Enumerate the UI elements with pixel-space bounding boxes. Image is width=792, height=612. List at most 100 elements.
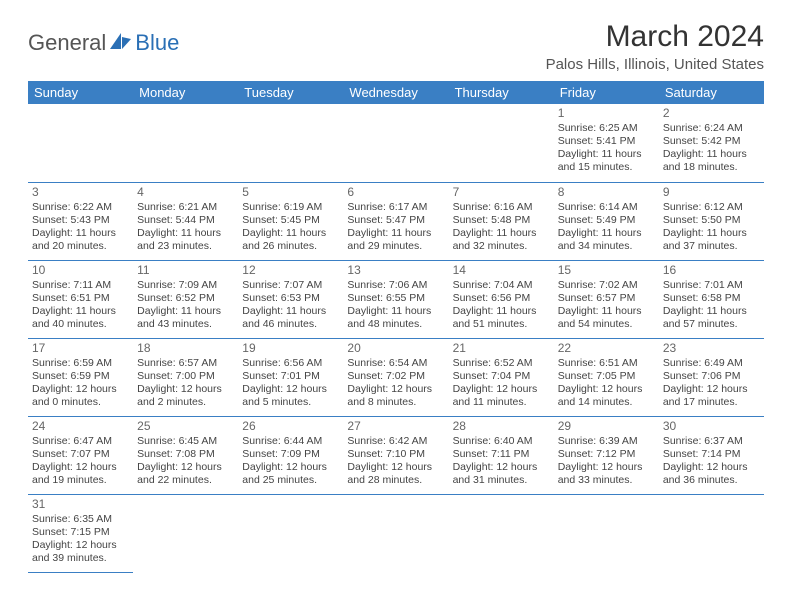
sunset-text: Sunset: 7:02 PM (347, 370, 444, 383)
logo-text-general: General (28, 30, 106, 56)
calendar-week-row: 3Sunrise: 6:22 AMSunset: 5:43 PMDaylight… (28, 182, 764, 260)
sunset-text: Sunset: 5:42 PM (663, 135, 760, 148)
sunset-text: Sunset: 6:58 PM (663, 292, 760, 305)
calendar-day-cell (449, 494, 554, 572)
sunrise-text: Sunrise: 7:02 AM (558, 279, 655, 292)
sunrise-text: Sunrise: 6:37 AM (663, 435, 760, 448)
sunrise-text: Sunrise: 7:01 AM (663, 279, 760, 292)
sunrise-text: Sunrise: 6:59 AM (32, 357, 129, 370)
sunset-text: Sunset: 7:09 PM (242, 448, 339, 461)
dayname-header: Monday (133, 81, 238, 104)
calendar-day-cell: 22Sunrise: 6:51 AMSunset: 7:05 PMDayligh… (554, 338, 659, 416)
sunrise-text: Sunrise: 6:35 AM (32, 513, 129, 526)
day-number: 29 (558, 419, 655, 434)
calendar-day-cell: 30Sunrise: 6:37 AMSunset: 7:14 PMDayligh… (659, 416, 764, 494)
daylight-text: Daylight: 11 hours and 20 minutes. (32, 227, 129, 253)
calendar-week-row: 17Sunrise: 6:59 AMSunset: 6:59 PM Dayligh… (28, 338, 764, 416)
calendar-day-cell: 31Sunrise: 6:35 AMSunset: 7:15 PMDayligh… (28, 494, 133, 572)
daylight-text: Daylight: 12 hours and 28 minutes. (347, 461, 444, 487)
sunrise-text: Sunrise: 6:51 AM (558, 357, 655, 370)
sunset-text: Sunset: 7:12 PM (558, 448, 655, 461)
daylight-text: Daylight: 12 hours and 19 minutes. (32, 461, 129, 487)
daylight-text: Daylight: 12 hours and 5 minutes. (242, 383, 339, 409)
calendar-day-cell: 9Sunrise: 6:12 AMSunset: 5:50 PMDaylight… (659, 182, 764, 260)
day-number: 30 (663, 419, 760, 434)
daylight-text: Daylight: 12 hours and 39 minutes. (32, 539, 129, 565)
sunset-text: Sunset: 7:06 PM (663, 370, 760, 383)
dayname-header: Wednesday (343, 81, 448, 104)
daylight-text: Daylight: 11 hours and 57 minutes. (663, 305, 760, 331)
sunrise-text: Sunrise: 6:19 AM (242, 201, 339, 214)
calendar-day-cell: 16Sunrise: 7:01 AMSunset: 6:58 PMDayligh… (659, 260, 764, 338)
location-text: Palos Hills, Illinois, United States (546, 56, 764, 73)
daylight-text: Daylight: 11 hours and 46 minutes. (242, 305, 339, 331)
sunrise-text: Sunrise: 6:25 AM (558, 122, 655, 135)
day-number: 18 (137, 341, 234, 356)
sunset-text: Sunset: 6:55 PM (347, 292, 444, 305)
sunrise-text: Sunrise: 6:47 AM (32, 435, 129, 448)
daylight-text: Daylight: 11 hours and 54 minutes. (558, 305, 655, 331)
calendar-header-row: SundayMondayTuesdayWednesdayThursdayFrid… (28, 81, 764, 104)
calendar-day-cell (449, 104, 554, 182)
sunrise-text: Sunrise: 6:44 AM (242, 435, 339, 448)
logo-text-blue: Blue (135, 30, 179, 56)
day-number: 2 (663, 106, 760, 121)
daylight-text: Daylight: 12 hours and 33 minutes. (558, 461, 655, 487)
calendar-day-cell: 14Sunrise: 7:04 AMSunset: 6:56 PMDayligh… (449, 260, 554, 338)
daylight-text: Daylight: 11 hours and 18 minutes. (663, 148, 760, 174)
sunrise-text: Sunrise: 6:40 AM (453, 435, 550, 448)
sunrise-text: Sunrise: 6:39 AM (558, 435, 655, 448)
day-number: 14 (453, 263, 550, 278)
calendar-day-cell (343, 494, 448, 572)
sunrise-text: Sunrise: 6:24 AM (663, 122, 760, 135)
sunset-text: Sunset: 5:44 PM (137, 214, 234, 227)
daylight-text: Daylight: 12 hours and 25 minutes. (242, 461, 339, 487)
calendar-day-cell: 18Sunrise: 6:57 AMSunset: 7:00 PMDayligh… (133, 338, 238, 416)
sunset-text: Sunset: 7:15 PM (32, 526, 129, 539)
sunset-text: Sunset: 5:48 PM (453, 214, 550, 227)
calendar-day-cell: 15Sunrise: 7:02 AMSunset: 6:57 PMDayligh… (554, 260, 659, 338)
sunset-text: Sunset: 6:59 PM (32, 370, 129, 383)
sunrise-text: Sunrise: 6:12 AM (663, 201, 760, 214)
sunset-text: Sunset: 7:01 PM (242, 370, 339, 383)
daylight-text: Daylight: 11 hours and 15 minutes. (558, 148, 655, 174)
day-number: 12 (242, 263, 339, 278)
daylight-text: Daylight: 11 hours and 40 minutes. (32, 305, 129, 331)
sunrise-text: Sunrise: 6:22 AM (32, 201, 129, 214)
sunrise-text: Sunrise: 6:16 AM (453, 201, 550, 214)
calendar-day-cell: 19Sunrise: 6:56 AMSunset: 7:01 PMDayligh… (238, 338, 343, 416)
calendar-day-cell (28, 104, 133, 182)
calendar-day-cell: 23Sunrise: 6:49 AMSunset: 7:06 PMDayligh… (659, 338, 764, 416)
calendar-day-cell: 28Sunrise: 6:40 AMSunset: 7:11 PMDayligh… (449, 416, 554, 494)
sunrise-text: Sunrise: 6:54 AM (347, 357, 444, 370)
calendar-day-cell: 11Sunrise: 7:09 AMSunset: 6:52 PMDayligh… (133, 260, 238, 338)
daylight-text: Daylight: 11 hours and 48 minutes. (347, 305, 444, 331)
day-number: 3 (32, 185, 129, 200)
calendar-day-cell: 29Sunrise: 6:39 AMSunset: 7:12 PMDayligh… (554, 416, 659, 494)
daylight-text: Daylight: 11 hours and 43 minutes. (137, 305, 234, 331)
daylight-text: Daylight: 11 hours and 29 minutes. (347, 227, 444, 253)
daylight-text: Daylight: 11 hours and 34 minutes. (558, 227, 655, 253)
day-number: 4 (137, 185, 234, 200)
daylight-text: Daylight: 11 hours and 23 minutes. (137, 227, 234, 253)
sunset-text: Sunset: 5:49 PM (558, 214, 655, 227)
day-number: 26 (242, 419, 339, 434)
sunset-text: Sunset: 6:52 PM (137, 292, 234, 305)
daylight-text: Daylight: 11 hours and 51 minutes. (453, 305, 550, 331)
sunrise-text: Sunrise: 7:07 AM (242, 279, 339, 292)
calendar-day-cell: 8Sunrise: 6:14 AMSunset: 5:49 PMDaylight… (554, 182, 659, 260)
day-number: 28 (453, 419, 550, 434)
sunrise-text: Sunrise: 6:45 AM (137, 435, 234, 448)
daylight-text: Daylight: 12 hours and 36 minutes. (663, 461, 760, 487)
day-number: 19 (242, 341, 339, 356)
day-number: 17 (32, 341, 129, 356)
sunset-text: Sunset: 7:00 PM (137, 370, 234, 383)
sunrise-text: Sunrise: 6:42 AM (347, 435, 444, 448)
day-number: 22 (558, 341, 655, 356)
calendar-day-cell: 26Sunrise: 6:44 AMSunset: 7:09 PMDayligh… (238, 416, 343, 494)
calendar-day-cell: 24Sunrise: 6:47 AMSunset: 7:07 PMDayligh… (28, 416, 133, 494)
sunset-text: Sunset: 5:45 PM (242, 214, 339, 227)
calendar-day-cell: 20Sunrise: 6:54 AMSunset: 7:02 PMDayligh… (343, 338, 448, 416)
daylight-text: Daylight: 12 hours and 2 minutes. (137, 383, 234, 409)
daylight-text: Daylight: 11 hours and 32 minutes. (453, 227, 550, 253)
